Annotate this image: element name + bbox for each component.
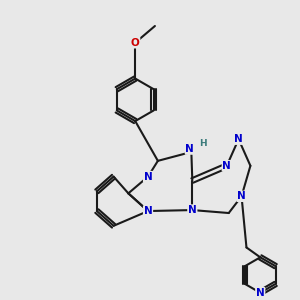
Text: N: N: [144, 172, 152, 182]
Text: N: N: [144, 206, 152, 216]
Text: N: N: [237, 191, 246, 201]
Text: N: N: [188, 205, 197, 215]
Text: N: N: [256, 288, 265, 298]
Text: N: N: [185, 144, 194, 154]
Text: N: N: [222, 161, 231, 171]
Text: H: H: [199, 139, 206, 148]
Text: O: O: [131, 38, 140, 48]
Text: N: N: [234, 134, 243, 144]
